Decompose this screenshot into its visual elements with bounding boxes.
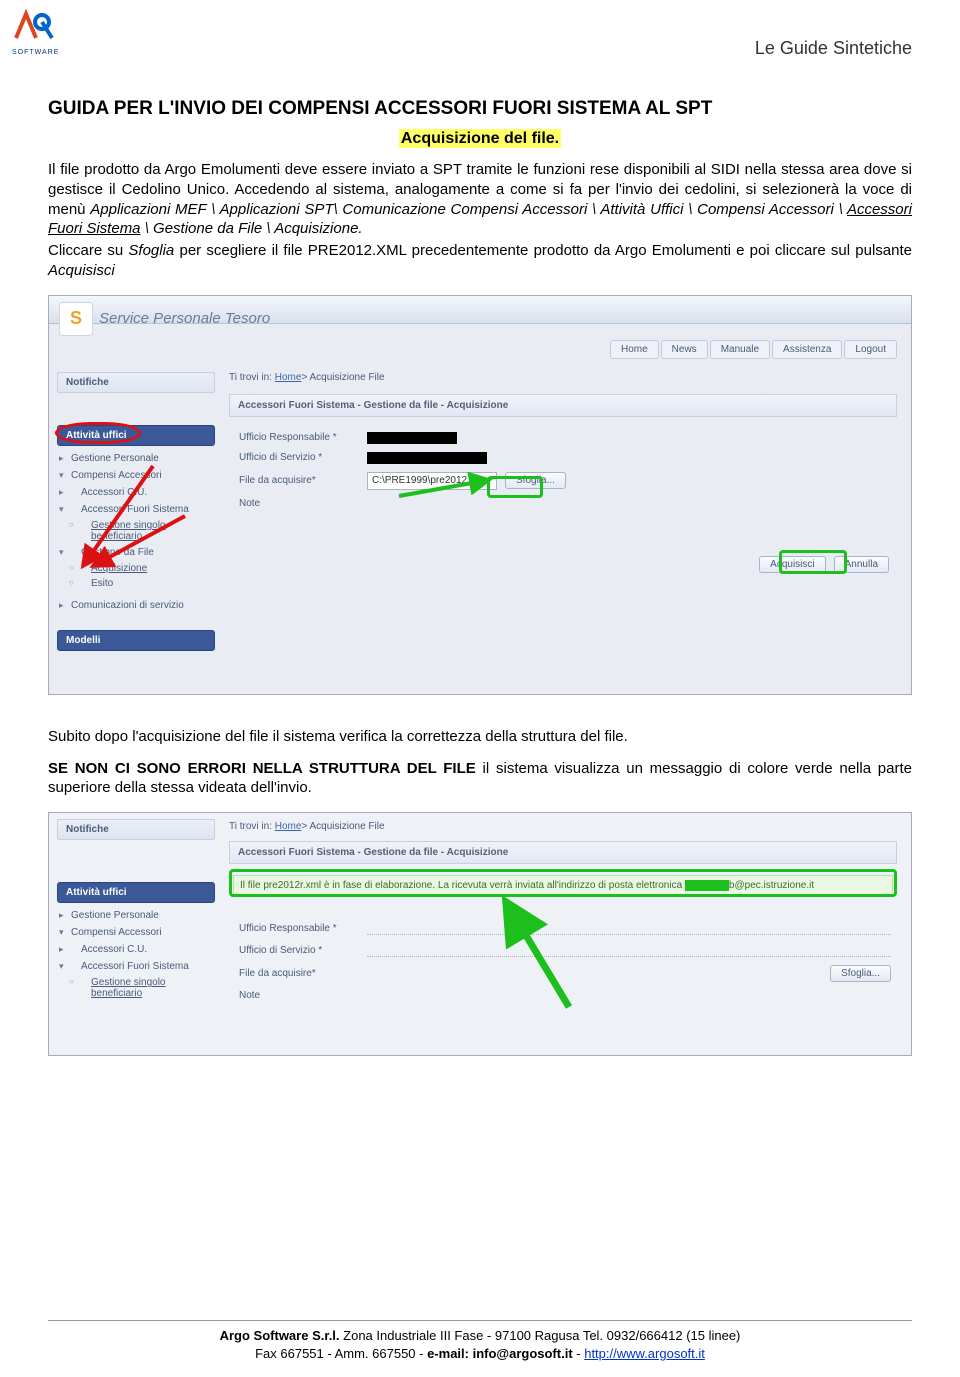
nav2-gestione-personale[interactable]: Gestione Personale <box>57 907 215 924</box>
nav2-gestione-singolo[interactable]: Gestione singolo beneficiario <box>57 975 215 1001</box>
label2-file: File da acquisire* <box>239 968 359 979</box>
left-sidebar-2: Notifiche Attività uffici Gestione Perso… <box>57 819 215 1001</box>
spt-logo-icon: S <box>59 302 93 336</box>
breadcrumb-home[interactable]: Home <box>275 372 302 383</box>
logo-subtext: SOFTWARE <box>12 49 60 56</box>
menu-home[interactable]: Home <box>610 340 659 359</box>
page-footer: Argo Software S.r.l. Zona Industriale II… <box>48 1320 912 1363</box>
nav2-accessori-cu[interactable]: Accessori C.U. <box>57 941 215 958</box>
panel-title: Accessori Fuori Sistema - Gestione da fi… <box>229 394 897 417</box>
screenshot-1: S Service Personale Tesoro Home News Man… <box>48 295 912 695</box>
paragraph-4: SE NON CI SONO ERRORI NELLA STRUTTURA DE… <box>48 759 912 799</box>
green-arrow-sfoglia <box>389 446 509 506</box>
label2-note: Note <box>239 990 359 1001</box>
nav2-compensi[interactable]: Compensi Accessori <box>57 924 215 941</box>
panel-title-2: Accessori Fuori Sistema - Gestione da fi… <box>229 841 897 864</box>
page-subtitle: Acquisizione del file. <box>48 130 912 148</box>
sidebar-notifiche[interactable]: Notifiche <box>57 372 215 393</box>
label-note: Note <box>239 498 359 509</box>
argo-logo: SOFTWARE <box>12 8 60 56</box>
sidebar-modelli[interactable]: Modelli <box>57 630 215 651</box>
label-uff-serv: Ufficio di Servizio * <box>239 452 359 463</box>
screenshot-2: Notifiche Attività uffici Gestione Perso… <box>48 812 912 1056</box>
paragraph-2: Cliccare su Sfoglia per scegliere il fil… <box>48 241 912 281</box>
sfoglia2-button[interactable]: Sfoglia... <box>830 965 891 982</box>
label-uff-resp: Ufficio Responsabile * <box>239 432 359 443</box>
label2-uff-resp: Ufficio Responsabile * <box>239 923 359 934</box>
sidebar2-attivita[interactable]: Attività uffici <box>57 882 215 903</box>
header-right: Le Guide Sintetiche <box>755 38 912 59</box>
form-area: Ufficio Responsabile * Ufficio di Serviz… <box>239 432 891 517</box>
paragraph-1: Il file prodotto da Argo Emolumenti deve… <box>48 160 912 239</box>
redacted-uff-resp <box>367 432 457 444</box>
menu-news[interactable]: News <box>661 340 708 359</box>
horizontal-menu: Home News Manuale Assistenza Logout <box>610 340 897 359</box>
green-highlight-msg <box>229 869 897 897</box>
menu-manuale[interactable]: Manuale <box>710 340 770 359</box>
footer-link[interactable]: http://www.argosoft.it <box>584 1346 705 1361</box>
red-highlight-attivita <box>55 422 141 444</box>
red-arrow-2 <box>75 506 215 596</box>
label-file: File da acquisire* <box>239 475 359 486</box>
spt-logo: S Service Personale Tesoro <box>59 302 270 336</box>
paragraph-3: Subito dopo l'acquisizione del file il s… <box>48 727 912 747</box>
spt-logo-text: Service Personale Tesoro <box>99 310 270 327</box>
breadcrumb-2: Ti trovi in: Home> Acquisizione File <box>229 821 385 832</box>
sidebar2-notifiche[interactable]: Notifiche <box>57 819 215 840</box>
green-highlight-acquisisci <box>779 550 847 574</box>
nav2-accessori-fuori[interactable]: Accessori Fuori Sistema <box>57 958 215 975</box>
label2-uff-serv: Ufficio di Servizio * <box>239 945 359 956</box>
menu-assistenza[interactable]: Assistenza <box>772 340 842 359</box>
green-arrow-msg <box>479 897 599 1017</box>
breadcrumb: Ti trovi in: Home> Acquisizione File <box>229 372 385 383</box>
menu-logout[interactable]: Logout <box>844 340 897 359</box>
breadcrumb2-home[interactable]: Home <box>275 821 302 832</box>
page-title: GUIDA PER L'INVIO DEI COMPENSI ACCESSORI… <box>48 98 912 120</box>
